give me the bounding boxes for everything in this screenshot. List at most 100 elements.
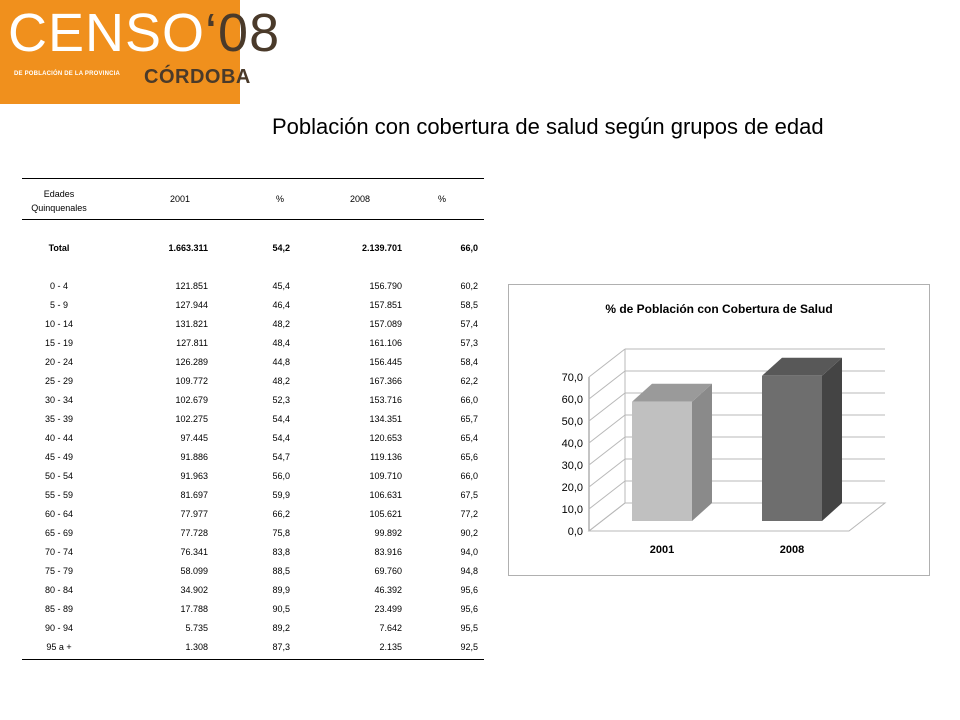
pct-2008-cell: 66,0 — [460, 471, 478, 481]
age-group-cell: 5 - 9 — [49, 300, 68, 310]
pct-2001-cell: 59,9 — [272, 490, 290, 500]
pct-2001-cell: 44,8 — [272, 357, 290, 367]
table-row: 60 - 64 77.977 66,2 105.621 77,2 — [22, 506, 484, 524]
bar-chart-3d: % de Población con Cobertura de Salud 0,0… — [562, 302, 887, 556]
bar-top — [762, 357, 842, 376]
gridline-side — [588, 458, 626, 488]
x-tick-label: 2001 — [650, 544, 674, 556]
pct-2008-cell: 60,2 — [460, 281, 478, 291]
page-title: Población con cobertura de salud según g… — [272, 114, 824, 139]
pct-2001-cell: 48,2 — [272, 319, 290, 329]
age-group-cell: 0 - 4 — [49, 281, 68, 291]
gridline-side — [588, 414, 626, 444]
age-group-cell: 15 - 19 — [44, 338, 74, 348]
bar-front — [632, 401, 692, 521]
count-2001-cell: 127.811 — [176, 338, 208, 348]
table-header: Edades Quinquenales 2001 % 2008 % — [22, 178, 484, 220]
count-2001-cell: 77.728 — [180, 528, 208, 538]
age-group-cell: 65 - 69 — [44, 528, 74, 538]
table-row: 15 - 19 127.811 48,4 161.106 57,3 — [22, 335, 484, 353]
count-2001-cell: 1.308 — [185, 642, 208, 652]
bar-side — [822, 357, 842, 521]
count-2008-cell: 156.790 — [369, 281, 402, 291]
age-group-cell: 20 - 24 — [44, 357, 74, 367]
table-bottom-rule — [22, 659, 484, 660]
count-2001-cell: 17.788 — [180, 604, 208, 614]
table-row: 30 - 34 102.679 52,3 153.716 66,0 — [22, 392, 484, 410]
count-2008-cell: 157.089 — [369, 319, 402, 329]
pct-2008-cell: 94,0 — [460, 547, 478, 557]
pct-2001-cell: 75,8 — [272, 528, 290, 538]
count-2008-cell: 157.851 — [369, 300, 402, 310]
age-group-cell: 10 - 14 — [44, 319, 74, 329]
pct-2008-cell: 77,2 — [460, 509, 478, 519]
count-2008-cell: 120.653 — [369, 433, 402, 443]
pct-2001-cell: 54,4 — [272, 433, 290, 443]
count-2001-cell: 97.445 — [180, 433, 208, 443]
table-row: 0 - 4 121.851 45,4 156.790 60,2 — [22, 278, 484, 296]
y-tick-label: 20,0 — [562, 482, 583, 494]
count-2001-cell: 5.735 — [185, 623, 208, 633]
table-row: 10 - 14 131.821 48,2 157.089 57,4 — [22, 316, 484, 334]
gridline-side — [588, 502, 626, 532]
age-group-cell: Total — [48, 243, 70, 253]
pct-2001-cell: 48,4 — [272, 338, 290, 348]
count-2008-cell: 2.139.701 — [361, 243, 402, 253]
table-row: 90 - 94 5.735 89,2 7.642 95,5 — [22, 620, 484, 638]
count-2008-cell: 109.710 — [369, 471, 402, 481]
table-row: 95 a + 1.308 87,3 2.135 92,5 — [22, 639, 484, 657]
pct-2001-cell: 56,0 — [272, 471, 290, 481]
count-2001-cell: 127.944 — [175, 300, 208, 310]
age-group-cell: 75 - 79 — [44, 566, 74, 576]
bar-side — [692, 383, 712, 521]
count-2008-cell: 99.892 — [374, 528, 402, 538]
pct-2008-cell: 65,6 — [460, 452, 478, 462]
pct-2008-cell: 57,3 — [460, 338, 478, 348]
table-row: 45 - 49 91.886 54,7 119.136 65,6 — [22, 449, 484, 467]
count-2008-cell: 119.136 — [370, 452, 402, 462]
count-2008-cell: 7.642 — [379, 623, 402, 633]
pct-2008-cell: 57,4 — [460, 319, 478, 329]
age-group-cell: 80 - 84 — [44, 585, 74, 595]
age-group-cell: 85 - 89 — [44, 604, 74, 614]
pct-2008-cell: 58,5 — [460, 300, 478, 310]
header-age-groups: Edades Quinquenales — [31, 189, 87, 213]
pct-2001-cell: 83,8 — [272, 547, 290, 557]
age-group-cell: 35 - 39 — [44, 414, 74, 424]
table-row: 40 - 44 97.445 54,4 120.653 65,4 — [22, 430, 484, 448]
bar-top — [632, 383, 712, 402]
age-group-cell: 95 a + — [46, 642, 72, 652]
chart-panel: % de Población con Cobertura de Salud 0,0… — [508, 284, 930, 576]
count-2001-cell: 77.977 — [180, 509, 208, 519]
table-row: 80 - 84 34.902 89,9 46.392 95,6 — [22, 582, 484, 600]
count-2008-cell: 156.445 — [369, 357, 402, 367]
pct-2001-cell: 66,2 — [272, 509, 290, 519]
x-tick-label: 2008 — [780, 544, 804, 556]
y-tick-label: 30,0 — [562, 460, 583, 472]
table-row: 85 - 89 17.788 90,5 23.499 95,6 — [22, 601, 484, 619]
count-2008-cell: 46.392 — [374, 585, 402, 595]
count-2001-cell: 91.886 — [180, 452, 208, 462]
table-row: 35 - 39 102.275 54,4 134.351 65,7 — [22, 411, 484, 429]
pct-2008-cell: 95,5 — [460, 623, 478, 633]
table-row: 65 - 69 77.728 75,8 99.892 90,2 — [22, 525, 484, 543]
header-2008: 2008 — [349, 194, 371, 204]
count-2008-cell: 167.366 — [369, 376, 402, 386]
count-2001-cell: 109.772 — [175, 376, 208, 386]
count-2008-cell: 153.716 — [369, 395, 402, 405]
pct-2001-cell: 54,2 — [272, 243, 290, 253]
age-group-cell: 45 - 49 — [44, 452, 74, 462]
table-row: 50 - 54 91.963 56,0 109.710 66,0 — [22, 468, 484, 486]
header-pct-2008: % — [437, 194, 446, 204]
age-group-cell: 70 - 74 — [44, 547, 74, 557]
count-2008-cell: 2.135 — [379, 642, 402, 652]
count-2001-cell: 126.289 — [175, 357, 208, 367]
gridline-side — [588, 480, 626, 510]
bar-front — [762, 375, 822, 521]
pct-2001-cell: 89,2 — [272, 623, 290, 633]
age-group-cell: 90 - 94 — [44, 623, 74, 633]
count-2001-cell: 34.902 — [180, 585, 208, 595]
age-group-cell: 50 - 54 — [44, 471, 74, 481]
y-tick-label: 0,0 — [568, 526, 583, 538]
pct-2008-cell: 65,7 — [460, 414, 478, 424]
